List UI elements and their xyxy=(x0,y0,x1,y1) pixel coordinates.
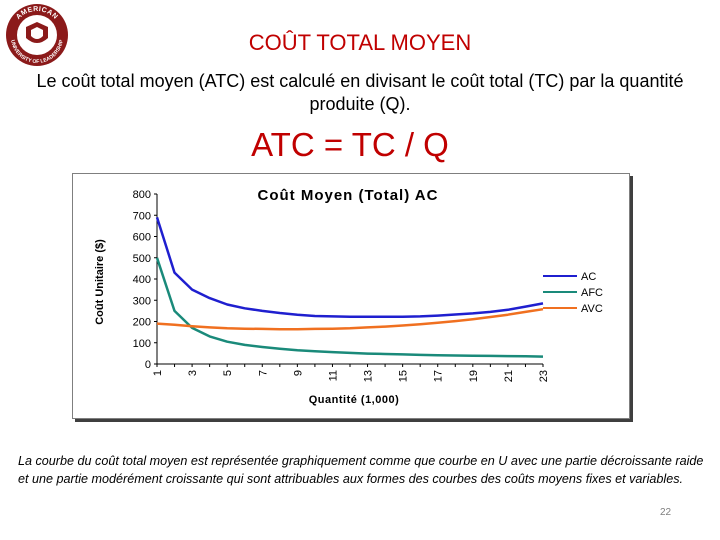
y-tick-label-300: 300 xyxy=(133,295,151,307)
series-line-avc xyxy=(156,307,544,331)
y-tick-label-700: 700 xyxy=(133,210,151,222)
x-tick-label-15: 15 xyxy=(398,370,410,382)
chart-x-axis-label: Quantité (1,000) xyxy=(309,394,400,406)
series-line-afc xyxy=(155,257,544,358)
x-tick-label-9: 9 xyxy=(292,370,304,376)
x-tick-label-11: 11 xyxy=(327,370,339,381)
average-cost-chart: Coût Moyen (Total) AC Coût Unitaire ($) … xyxy=(94,187,603,406)
chart-y-axis-label: Coût Unitaire ($) xyxy=(94,239,106,325)
y-tick-label-0: 0 xyxy=(145,359,151,371)
legend-label-avc: AVC xyxy=(581,303,603,315)
x-tick-label-21: 21 xyxy=(503,370,515,382)
y-tick-label-500: 500 xyxy=(133,253,151,265)
slide-title: COÛT TOTAL MOYEN xyxy=(248,30,472,55)
x-tick-label-3: 3 xyxy=(187,370,199,376)
x-tick-label-23: 23 xyxy=(538,370,550,382)
chart-title: Coût Moyen (Total) AC xyxy=(258,187,439,204)
x-tick-label-5: 5 xyxy=(222,370,234,376)
y-tick-label-200: 200 xyxy=(133,317,151,329)
x-tick-label-7: 7 xyxy=(257,370,269,376)
y-tick-label-800: 800 xyxy=(133,189,151,201)
university-logo: AMERICAN UNIVERSITY OF LEADERSHIP xyxy=(4,2,70,68)
legend-label-ac: AC xyxy=(581,271,596,283)
x-tick-label-17: 17 xyxy=(433,370,445,382)
x-tick-label-1: 1 xyxy=(152,370,164,376)
formula: ATC = TC / Q xyxy=(251,126,449,163)
y-tick-label-100: 100 xyxy=(133,338,151,350)
x-tick-label-13: 13 xyxy=(363,370,375,382)
x-tick-label-19: 19 xyxy=(468,370,480,382)
page-number: 22 xyxy=(660,507,672,518)
y-tick-label-600: 600 xyxy=(133,232,151,244)
caption-text: La courbe du coût total moyen est représ… xyxy=(18,454,704,486)
series-line-ac xyxy=(155,217,544,319)
y-tick-label-400: 400 xyxy=(133,274,151,286)
legend-label-afc: AFC xyxy=(581,287,603,299)
intro-text: Le coût total moyen (ATC) est calculé en… xyxy=(36,71,684,114)
chart-frame: Coût Moyen (Total) AC Coût Unitaire ($) … xyxy=(72,173,630,419)
